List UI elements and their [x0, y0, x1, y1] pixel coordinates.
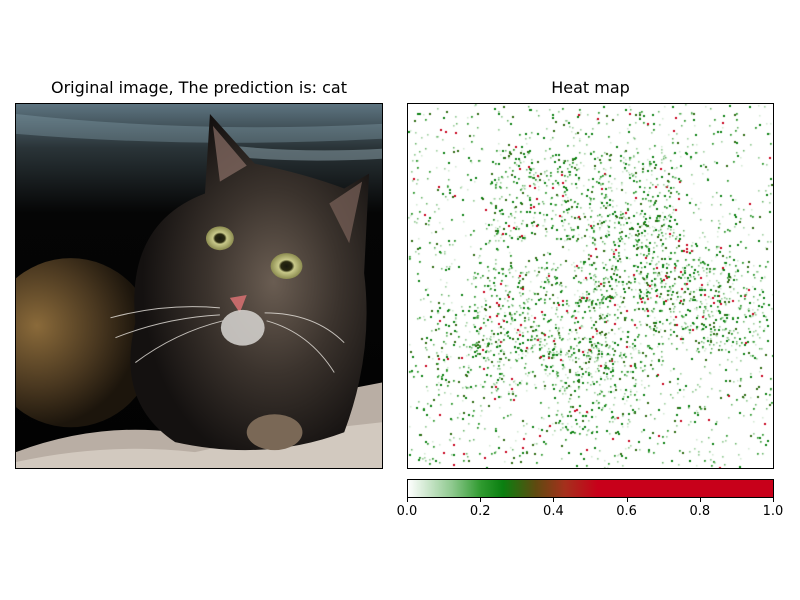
colorbar-tick [553, 498, 555, 502]
cat-photo [16, 104, 382, 468]
colorbar-tick-label: 1.0 [762, 504, 784, 519]
colorbar-tick-label: 0.2 [469, 504, 491, 519]
original-image-axes [15, 103, 383, 469]
heat-map-image [408, 104, 773, 468]
original-image-title: Original image, The prediction is: cat [50, 78, 348, 97]
colorbar-tick [407, 498, 408, 502]
colorbar-tick-label: 0.0 [396, 504, 418, 519]
colorbar-tick [699, 498, 701, 502]
colorbar-tick [626, 498, 628, 502]
heat-map-title: Heat map [551, 78, 630, 97]
colorbar-tick-label: 0.8 [689, 504, 711, 519]
heat-map-axes [407, 103, 774, 469]
colorbar [407, 479, 774, 498]
colorbar-tick [480, 498, 482, 502]
colorbar-tick [773, 498, 774, 502]
colorbar-tick-label: 0.4 [543, 504, 564, 519]
colorbar-tick-label: 0.6 [616, 504, 637, 519]
